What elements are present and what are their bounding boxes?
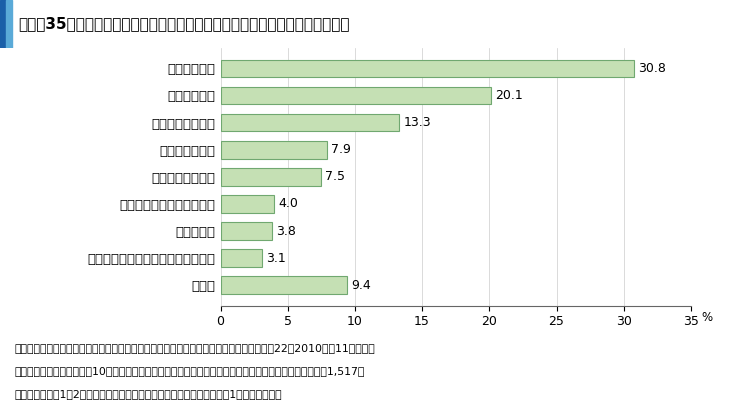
Text: 7.5: 7.5 <box>326 170 345 183</box>
Bar <box>220 141 326 158</box>
Bar <box>220 222 271 240</box>
Bar <box>220 168 321 186</box>
Bar <box>220 195 274 213</box>
Bar <box>220 276 347 294</box>
Text: %: % <box>702 311 713 324</box>
Text: 資料：全国農業会議所「新規就農者（新規参入者）の就農実態に関する調査結果」（平成22（2010）年11月実施）: 資料：全国農業会議所「新規就農者（新規参入者）の就農実態に関する調査結果」（平成… <box>15 343 376 353</box>
Text: 9.4: 9.4 <box>351 279 370 292</box>
Bar <box>220 114 399 131</box>
Bar <box>6 0 12 48</box>
Bar <box>220 87 491 104</box>
Text: 3.8: 3.8 <box>276 225 295 238</box>
Text: 30.8: 30.8 <box>639 62 667 75</box>
Bar <box>0 0 6 48</box>
Text: 20.1: 20.1 <box>495 89 523 102</box>
Text: 13.3: 13.3 <box>404 116 431 129</box>
Bar <box>220 249 262 267</box>
Bar <box>220 59 634 77</box>
Text: 図３－35　新規参入者が参入後１～２年目に経営面で困っていること（１位）: 図３－35 新規参入者が参入後１～２年目に経営面で困っていること（１位） <box>18 16 350 32</box>
Text: 3.1: 3.1 <box>266 252 286 265</box>
Text: 注：１）就農後おおむね10年以内の農業外からの新規就農者を対象としたアンケート調査（有効回答数1,517）: 注：１）就農後おおむね10年以内の農業外からの新規就農者を対象としたアンケート調… <box>15 366 365 376</box>
Text: 4.0: 4.0 <box>279 198 298 210</box>
Text: ２）参入後1～2年目の新規参入者が経営面で困っていることとして1位にあげた項目: ２）参入後1～2年目の新規参入者が経営面で困っていることとして1位にあげた項目 <box>15 389 282 399</box>
Text: 7.9: 7.9 <box>331 143 351 156</box>
